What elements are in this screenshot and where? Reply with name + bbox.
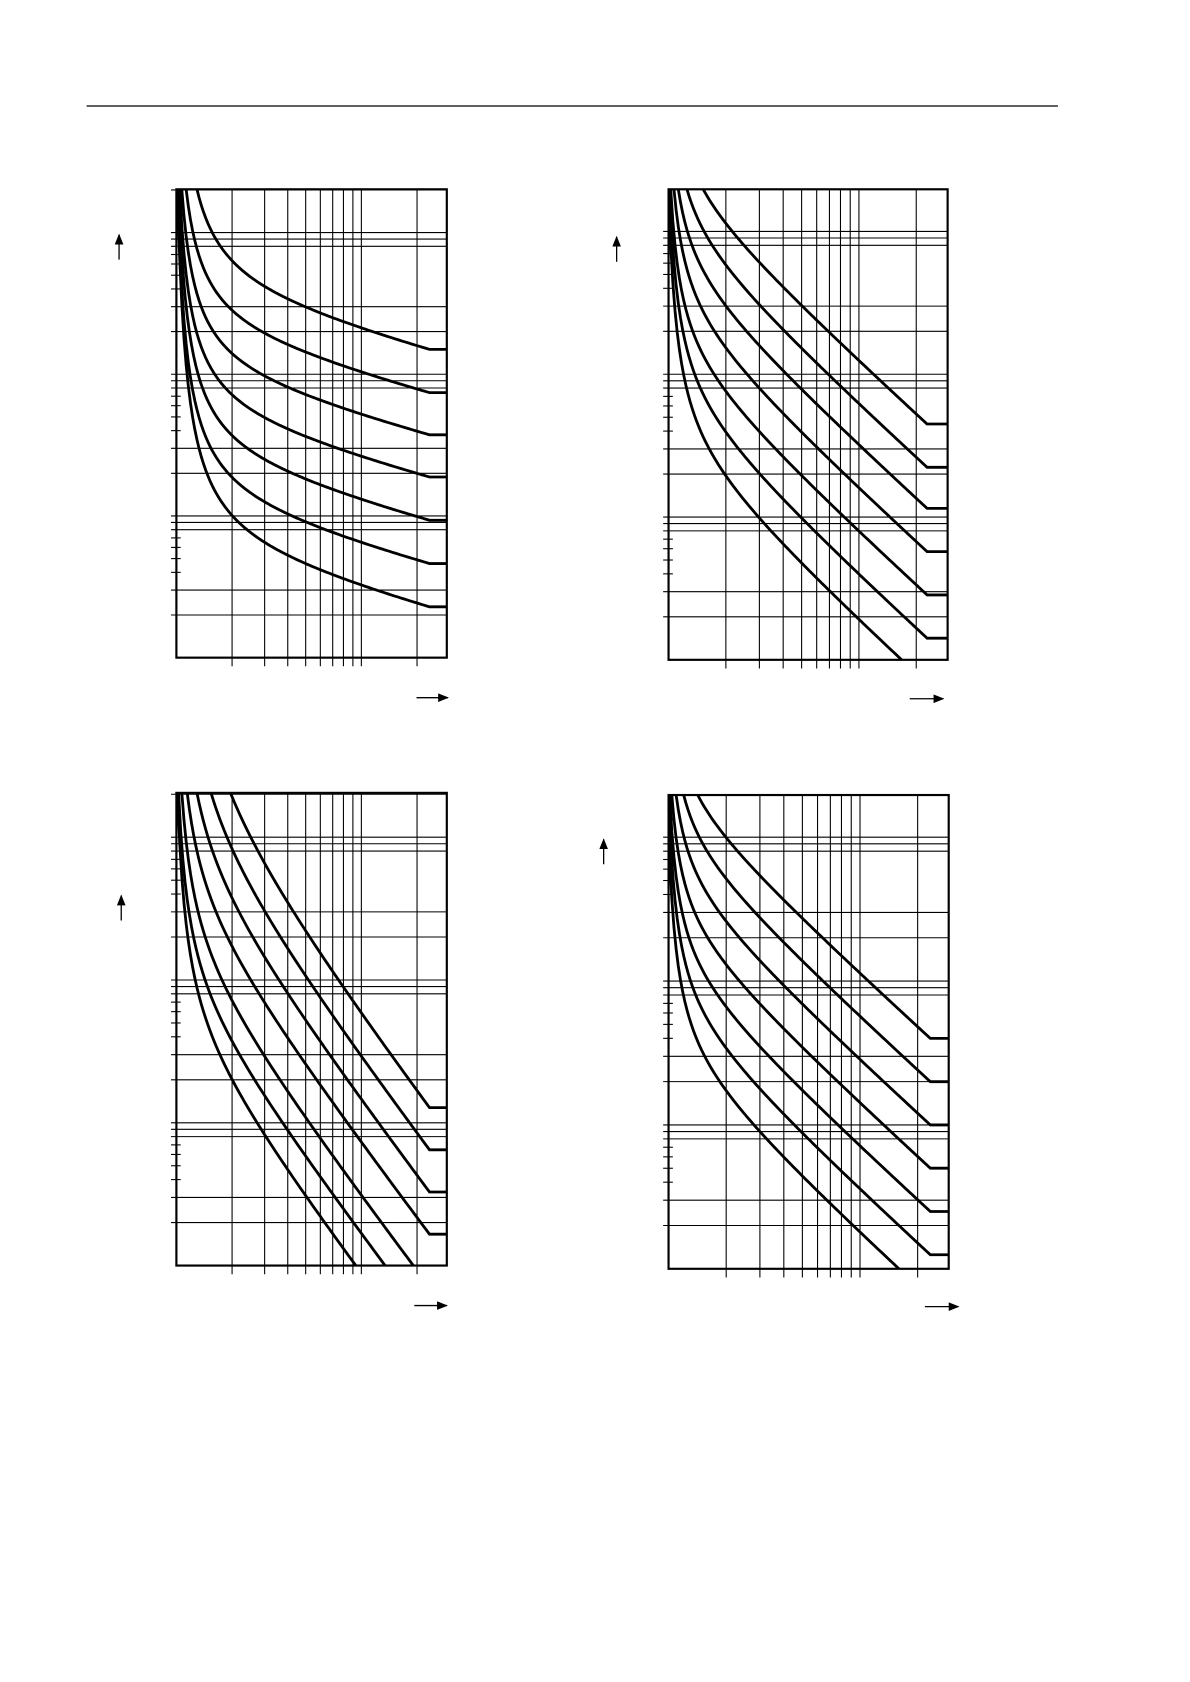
curve xyxy=(180,792,416,1266)
curves xyxy=(668,189,948,660)
curve xyxy=(177,189,447,522)
curves xyxy=(176,792,447,1266)
graph-frame xyxy=(667,188,949,661)
curve xyxy=(682,795,949,1084)
curve xyxy=(685,189,948,469)
curve xyxy=(672,189,948,554)
curve xyxy=(195,189,447,351)
curve xyxy=(195,792,447,1194)
curve xyxy=(668,189,904,660)
graph xyxy=(663,793,950,1278)
graph xyxy=(663,188,949,669)
curve xyxy=(670,795,949,1170)
curve xyxy=(668,795,949,1213)
curve xyxy=(676,189,948,510)
curve xyxy=(185,792,447,1236)
curves xyxy=(668,795,949,1269)
curve xyxy=(178,189,447,479)
graph-frame xyxy=(175,791,448,1267)
curve xyxy=(177,792,387,1266)
curve xyxy=(176,792,358,1266)
curve xyxy=(669,189,948,597)
curve xyxy=(176,189,447,609)
curve xyxy=(228,792,447,1110)
axis-arrows xyxy=(114,233,960,1311)
curve xyxy=(668,795,949,1257)
curve xyxy=(674,795,949,1127)
graph xyxy=(170,791,448,1275)
graph-frame xyxy=(667,793,950,1270)
graph xyxy=(170,188,448,667)
curves xyxy=(176,189,447,609)
curve xyxy=(176,189,447,565)
curve xyxy=(184,189,447,395)
curve xyxy=(701,189,948,426)
curve xyxy=(668,795,902,1269)
curve xyxy=(180,189,447,437)
curve xyxy=(209,792,447,1152)
curve xyxy=(696,795,949,1040)
curve xyxy=(668,189,948,640)
graph-frame xyxy=(175,188,448,659)
